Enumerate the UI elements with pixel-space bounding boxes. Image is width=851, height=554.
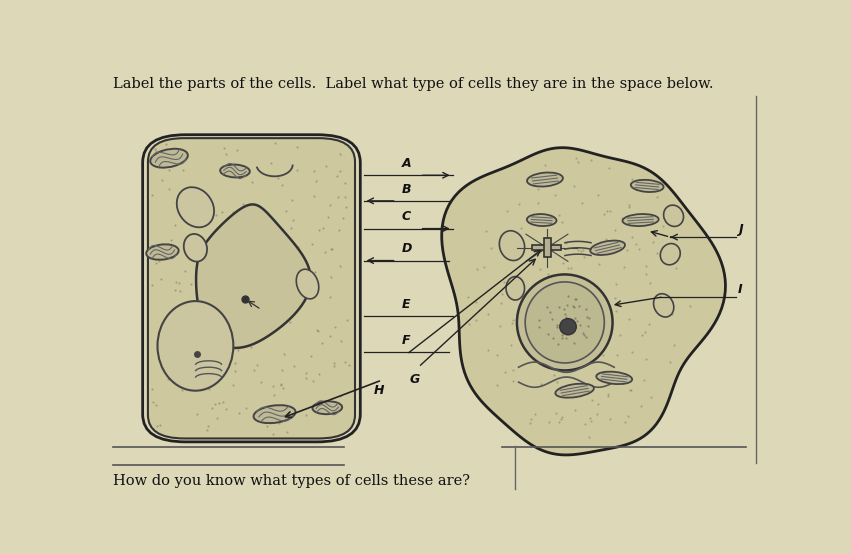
Ellipse shape [184, 234, 207, 261]
Ellipse shape [517, 274, 613, 371]
Ellipse shape [157, 301, 233, 391]
FancyBboxPatch shape [533, 245, 562, 250]
Ellipse shape [527, 172, 563, 187]
Ellipse shape [254, 405, 295, 423]
FancyBboxPatch shape [544, 238, 551, 257]
Text: B: B [402, 183, 411, 196]
Text: J: J [738, 223, 743, 236]
Ellipse shape [622, 214, 659, 226]
Ellipse shape [296, 269, 319, 299]
Ellipse shape [597, 372, 632, 384]
Text: Label the parts of the cells.  Label what type of cells they are in the space be: Label the parts of the cells. Label what… [113, 77, 713, 91]
Text: H: H [374, 384, 385, 397]
Ellipse shape [660, 244, 680, 265]
Ellipse shape [556, 384, 594, 398]
Ellipse shape [631, 180, 664, 192]
Ellipse shape [506, 276, 524, 300]
FancyBboxPatch shape [148, 138, 355, 438]
Text: G: G [410, 373, 420, 386]
Ellipse shape [500, 231, 524, 260]
Polygon shape [196, 204, 311, 348]
Ellipse shape [591, 240, 625, 255]
Ellipse shape [654, 294, 674, 317]
Polygon shape [442, 148, 725, 455]
Ellipse shape [220, 165, 250, 177]
Text: C: C [402, 211, 411, 223]
Ellipse shape [560, 319, 576, 335]
Text: A: A [402, 157, 411, 170]
Ellipse shape [527, 214, 557, 226]
Text: How do you know what types of cells these are?: How do you know what types of cells thes… [113, 474, 470, 488]
Text: F: F [403, 334, 411, 347]
Ellipse shape [525, 282, 604, 363]
Ellipse shape [664, 205, 683, 227]
Ellipse shape [312, 401, 342, 414]
Ellipse shape [146, 244, 179, 260]
Text: I: I [738, 283, 743, 295]
Ellipse shape [177, 187, 214, 227]
Text: E: E [403, 298, 411, 311]
Ellipse shape [151, 149, 188, 168]
Text: D: D [402, 243, 412, 255]
